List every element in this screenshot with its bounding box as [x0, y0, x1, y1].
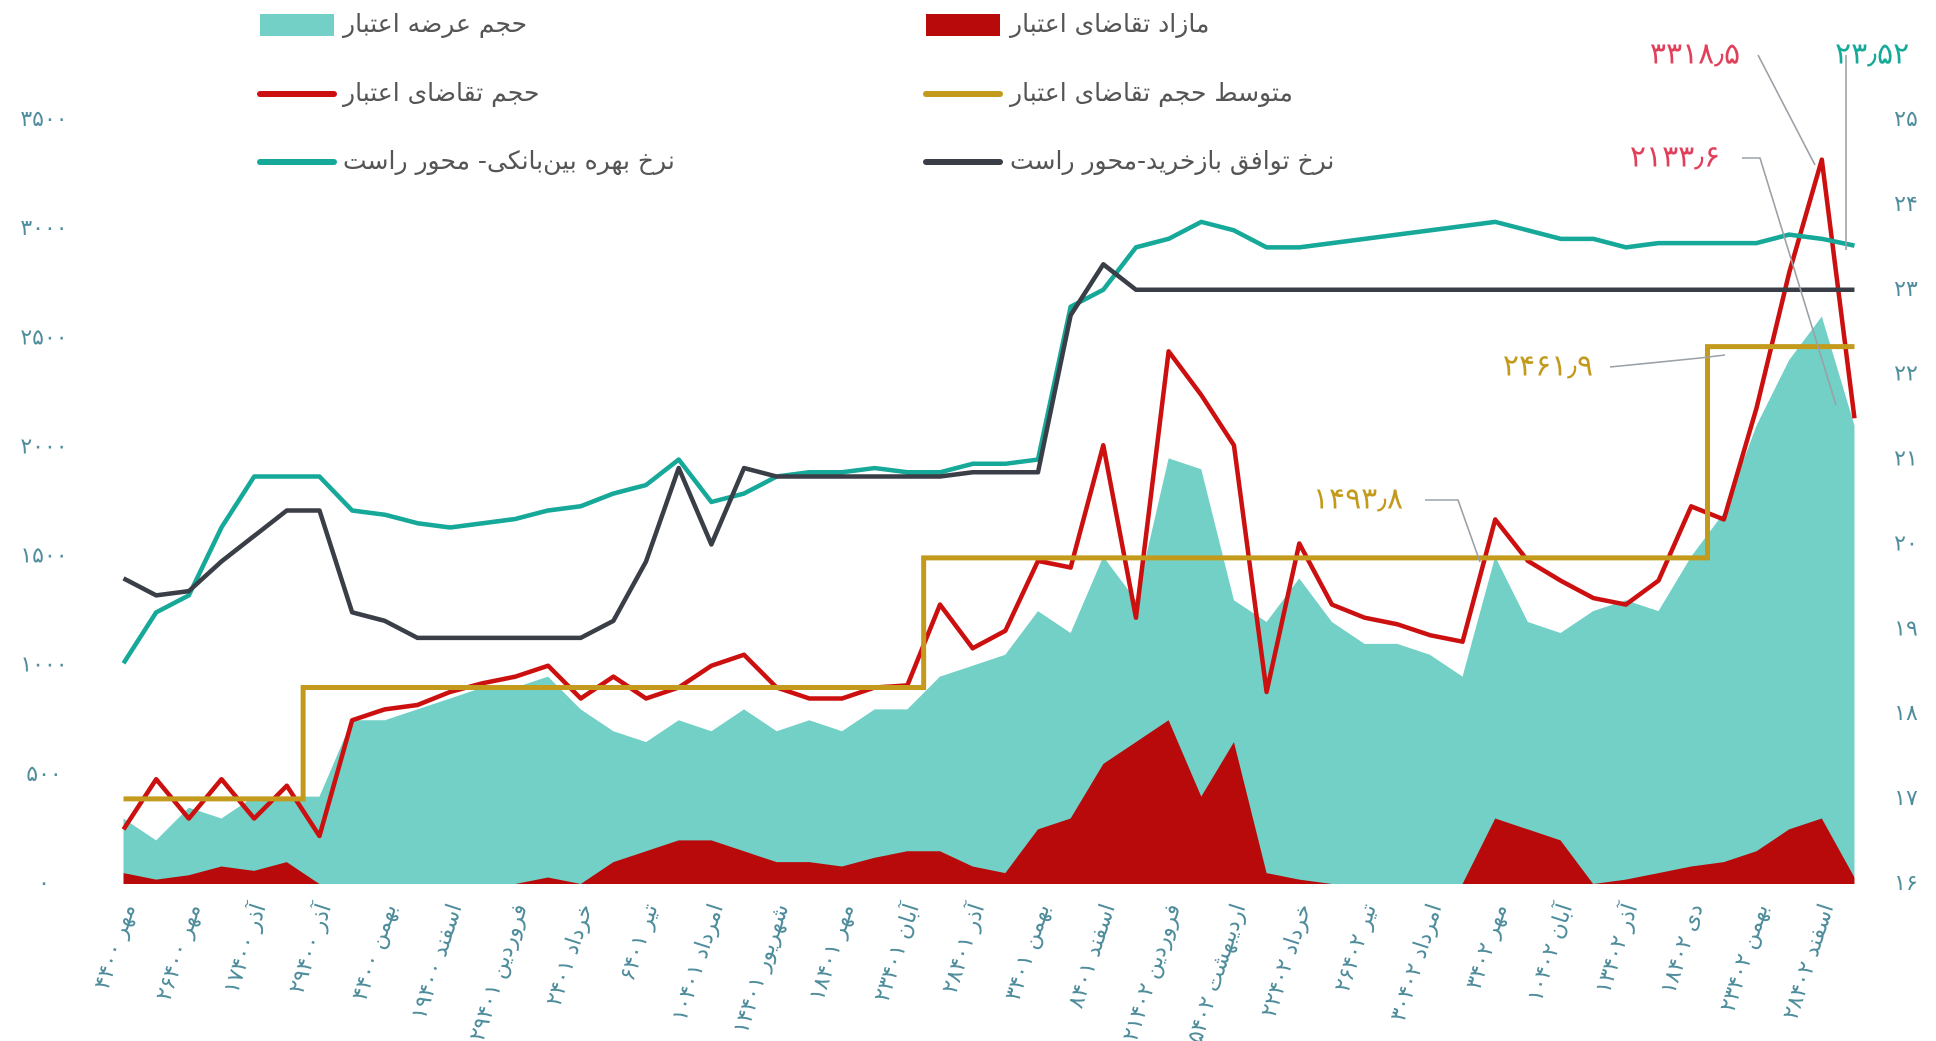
y2-tick-label: ۱۹ — [1894, 616, 1918, 641]
annotation: ۲۱۳۳٫۶ — [1630, 140, 1720, 175]
x-tick-label: ۲۶تیر ۴۰۲ — [1330, 901, 1382, 995]
leader-line — [1742, 157, 1837, 406]
annotation: ۲۴۶۱٫۹ — [1503, 349, 1593, 384]
y2-tick-label: ۲۲ — [1894, 362, 1918, 387]
legend-label: حجم تقاضای اعتبار — [341, 78, 539, 108]
x-tick-label: ۲خرداد ۴۰۱ — [542, 901, 598, 1009]
x-tick-label: ۴بهمن ۴۰۰ — [348, 901, 403, 1004]
legend-swatch — [260, 14, 334, 36]
legend-label: متوسط حجم تقاضای اعتبار — [1008, 78, 1293, 108]
x-tick-label: ۱۴شهریور ۴۰۱ — [729, 901, 794, 1037]
y2-tick-label: ۲۱ — [1894, 447, 1918, 472]
y-tick-label: ۱۰۰۰ — [20, 653, 67, 678]
step-line — [123, 344, 1855, 802]
legend-swatch — [926, 14, 1000, 36]
line — [121, 219, 1855, 665]
y2-tick-label: ۱۶ — [1894, 871, 1918, 896]
annotation: ۱۴۹۳٫۸ — [1313, 482, 1403, 517]
y-tick-label: ۳۰۰۰ — [20, 216, 67, 241]
legend-label: حجم عرضه اعتبار — [341, 9, 527, 39]
legend-label: نرخ توافق بازخرید-محور راست — [1010, 146, 1334, 175]
leader-line — [1609, 354, 1726, 368]
area — [123, 316, 1855, 884]
x-tick-label: ۲۵اردیبهشت ۴۰۲ — [1179, 901, 1251, 1041]
y2-tick-label: ۲۵ — [1894, 107, 1918, 132]
y2-tick-label: ۲۰ — [1894, 531, 1918, 556]
annotation: ۳۳۱۸٫۵ — [1650, 37, 1740, 72]
x-tick-label: ۱۹اسفند ۴۰۰ — [407, 901, 468, 1023]
line — [121, 157, 1857, 839]
x-tick-label: ۲۶مهر ۴۰۰ — [152, 901, 207, 1004]
x-tick-label: ۲۸آذر ۴۰۱ — [936, 900, 991, 997]
y-tick-label: ۲۵۰۰ — [20, 325, 67, 350]
legend-label: مازاد تقاضای اعتبار — [1008, 9, 1209, 38]
y2-tick-label: ۲۴ — [1894, 192, 1918, 217]
y2-tick-label: ۲۳ — [1894, 277, 1918, 302]
x-tick-label: ۱۰امرداد ۴۰۱ — [667, 901, 728, 1025]
x-tick-label: ۱۳آذر ۴۰۲ — [1589, 900, 1644, 997]
x-tick-label: ۳۰امرداد ۴۰۲ — [1386, 901, 1447, 1025]
x-tick-label: ۸اسفند ۴۰۱ — [1064, 901, 1121, 1012]
x-tick-label: ۲۱فروردین ۴۰۲ — [1118, 901, 1186, 1041]
x-tick-label: ۲۹آذر ۴۰۰ — [283, 900, 338, 997]
x-tick-label: ۴مهر ۴۰۰ — [90, 901, 141, 993]
y-tick-label: ۳۵۰۰ — [20, 107, 67, 132]
x-tick-label: ۲۳بهمن ۴۰۲ — [1716, 901, 1774, 1015]
y2-tick-label: ۱۸ — [1894, 701, 1918, 726]
y2-tick-label: ۱۷ — [1894, 786, 1918, 811]
x-tick-label: ۲۸اسفند ۴۰۲ — [1778, 901, 1839, 1023]
leader-line — [1757, 54, 1816, 166]
x-tick-label: ۲۹فروردین ۴۰۱ — [465, 901, 533, 1041]
line — [122, 262, 1855, 641]
x-tick-label: ۲۲خرداد ۴۰۲ — [1257, 901, 1317, 1021]
annotation: ۲۳٫۵۲ — [1835, 37, 1909, 72]
x-tick-label: ۱۸دی ۴۰۲ — [1656, 901, 1709, 997]
x-tick-label: ۱۸مهر ۴۰۱ — [805, 901, 860, 1004]
x-tick-label: ۳بهمن ۴۰۱ — [1001, 901, 1056, 1004]
x-tick-label: ۱۰آبان ۴۰۲ — [1521, 900, 1578, 1005]
legend-label: نرخ بهره بین‌بانکی- محور راست — [343, 146, 675, 176]
x-tick-label: ۳مهر ۴۰۲ — [1462, 901, 1513, 993]
x-tick-label: ۶تیر ۴۰۱ — [615, 901, 663, 984]
y-tick-label: ۰ — [38, 871, 50, 896]
x-tick-label: ۱۷آذر ۴۰۰ — [217, 900, 272, 997]
y-tick-label: ۲۰۰۰ — [20, 434, 67, 459]
y-tick-label: ۵۰۰ — [26, 762, 61, 787]
x-tick-label: ۲۳آبان ۴۰۱ — [868, 900, 925, 1005]
leader-line — [1425, 499, 1481, 563]
y-tick-label: ۱۵۰۰ — [20, 544, 67, 569]
plot: ۰ ۵۰۰ ۱۰۰۰ ۱۵۰۰ ۲۰۰۰ ۲۵۰۰ ۳۰۰۰ ۳۵۰۰ ۱۶ ۱۷ ۱۸ ۱۹ ۲۰ ۲۱… — [20, 9, 1918, 1041]
